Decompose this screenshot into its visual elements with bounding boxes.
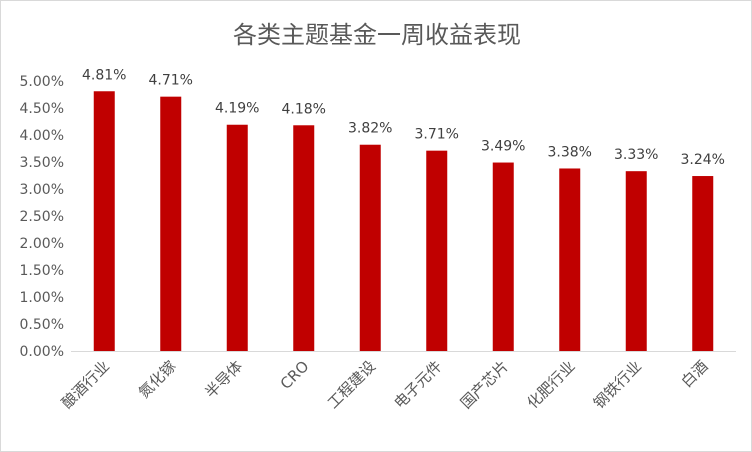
category-label: 电子元件 — [390, 357, 445, 412]
data-label: 3.24% — [681, 152, 725, 168]
x-axis: 酿酒行业 氮化镓 半导体 CRO 工程建设 电子元件 国产芯片 化肥行业 钢铁行业 白酒 — [58, 351, 736, 412]
y-tick-label: 5.00% — [20, 74, 64, 90]
category-label: 酿酒行业 — [58, 357, 113, 412]
category-label: 半导体 — [202, 357, 247, 402]
y-tick-label: 3.50% — [20, 155, 64, 171]
y-tick-label: 4.50% — [20, 101, 64, 117]
data-label: 4.71% — [149, 73, 193, 89]
bar — [160, 96, 182, 351]
category-label: 国产芯片 — [457, 357, 512, 412]
data-label: 3.82% — [348, 121, 392, 137]
bar — [359, 144, 381, 351]
y-tick-label: 1.00% — [20, 290, 64, 306]
bar — [93, 91, 115, 351]
y-axis: 0.00% 0.50% 1.00% 1.50% 2.00% 2.50% 3.00% 3.50%… — [20, 74, 64, 360]
bar — [625, 171, 647, 351]
data-label: 3.71% — [415, 127, 459, 143]
y-tick-label: 1.50% — [20, 263, 64, 279]
category-label: 氮化镓 — [135, 357, 180, 402]
bar — [226, 124, 248, 352]
data-label: 4.81% — [82, 67, 126, 83]
bars: 4.81% 4.71% 4.19% 4.18% 3.82% 3.71% 3.49% 3.38%… — [82, 67, 725, 352]
y-tick-label: 2.00% — [20, 236, 64, 252]
category-label: 白酒 — [678, 357, 712, 391]
bar — [426, 150, 448, 351]
category-label: 工程建设 — [324, 357, 379, 412]
chart-title: 各类主题基金一周收益表现 — [233, 21, 521, 49]
category-label: 化肥行业 — [523, 357, 578, 412]
y-tick-label: 4.00% — [20, 128, 64, 144]
category-label: 钢铁行业 — [590, 357, 645, 412]
data-label: 4.18% — [282, 101, 326, 117]
y-tick-label: 0.50% — [20, 317, 64, 333]
data-label: 3.49% — [481, 139, 525, 155]
y-tick-label: 3.00% — [20, 182, 64, 198]
data-label: 3.38% — [548, 144, 592, 160]
bar — [692, 176, 714, 351]
y-tick-label: 0.00% — [20, 344, 64, 360]
data-label: 4.19% — [215, 101, 259, 117]
y-tick-label: 2.50% — [20, 209, 64, 225]
bar — [293, 125, 315, 351]
bar — [492, 162, 514, 351]
bar — [559, 168, 581, 351]
category-label: CRO — [277, 357, 313, 393]
data-label: 3.33% — [614, 147, 658, 163]
